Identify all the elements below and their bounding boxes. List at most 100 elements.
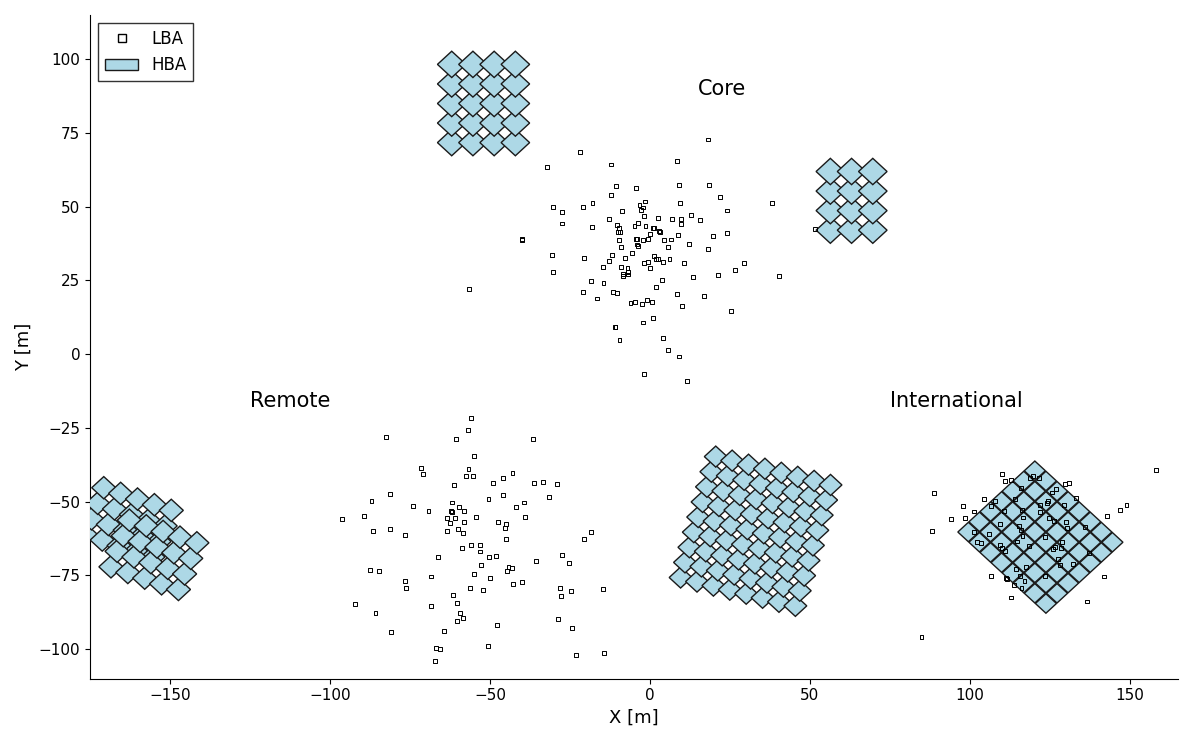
Point (997, 573, 1016, 585)
Polygon shape (1002, 542, 1024, 562)
Point (575, 533, 594, 545)
Polygon shape (798, 485, 821, 507)
Point (629, 240, 648, 252)
Polygon shape (1036, 512, 1057, 531)
Polygon shape (1057, 512, 1078, 531)
Point (447, 597, 466, 609)
Polygon shape (837, 158, 866, 185)
Point (1043, 543, 1062, 555)
Polygon shape (790, 516, 812, 536)
Point (445, 512, 464, 524)
Point (412, 462, 431, 474)
Polygon shape (761, 493, 784, 513)
Point (583, 197, 602, 209)
Polygon shape (703, 510, 727, 531)
Polygon shape (159, 499, 184, 522)
Point (513, 234, 532, 246)
Point (1038, 497, 1057, 509)
Point (426, 643, 445, 654)
Point (613, 270, 632, 282)
Point (644, 222, 663, 234)
Point (650, 226, 669, 238)
Point (672, 218, 691, 230)
Point (451, 607, 470, 619)
Point (626, 182, 645, 194)
Polygon shape (458, 110, 487, 137)
Polygon shape (749, 473, 772, 494)
Polygon shape (119, 504, 143, 526)
Point (670, 197, 690, 209)
Point (606, 321, 625, 332)
Point (455, 516, 474, 528)
Polygon shape (173, 562, 197, 585)
Point (684, 272, 703, 283)
Point (626, 296, 645, 308)
Point (606, 321, 625, 332)
Point (993, 468, 1012, 480)
Point (495, 522, 514, 533)
Point (635, 368, 654, 380)
Point (543, 249, 562, 261)
Polygon shape (458, 70, 487, 97)
Polygon shape (780, 546, 804, 567)
Polygon shape (687, 507, 710, 528)
Polygon shape (97, 513, 120, 536)
Point (1001, 474, 1020, 486)
Point (581, 526, 600, 538)
Polygon shape (1046, 563, 1068, 582)
Polygon shape (696, 476, 718, 497)
Point (377, 431, 396, 443)
Polygon shape (480, 129, 508, 156)
Point (1046, 541, 1065, 553)
Point (722, 305, 741, 317)
Point (636, 220, 655, 232)
Point (466, 511, 486, 523)
Polygon shape (1013, 553, 1034, 572)
Polygon shape (153, 515, 178, 537)
Polygon shape (480, 51, 508, 77)
Polygon shape (806, 519, 829, 541)
Point (551, 590, 570, 602)
Polygon shape (162, 542, 186, 564)
Point (643, 295, 662, 307)
Point (525, 477, 544, 489)
Polygon shape (1013, 492, 1034, 511)
Polygon shape (1013, 471, 1034, 490)
Point (453, 528, 472, 539)
Polygon shape (786, 466, 809, 487)
Point (1052, 536, 1071, 548)
Point (496, 518, 515, 530)
Point (661, 234, 680, 246)
Point (539, 491, 558, 503)
Polygon shape (837, 217, 866, 243)
Point (478, 640, 497, 651)
Point (360, 565, 379, 577)
Point (464, 470, 483, 482)
Point (443, 506, 462, 518)
Polygon shape (438, 51, 466, 77)
Point (698, 243, 717, 255)
Point (610, 334, 629, 346)
Polygon shape (166, 578, 191, 600)
Point (499, 561, 518, 573)
Point (361, 495, 381, 507)
Polygon shape (816, 158, 845, 185)
Polygon shape (700, 462, 723, 482)
Point (607, 287, 626, 299)
Point (1007, 563, 1026, 575)
Point (602, 249, 622, 261)
Polygon shape (752, 587, 774, 608)
Polygon shape (168, 526, 192, 548)
Point (483, 477, 502, 489)
Polygon shape (837, 197, 866, 224)
Polygon shape (105, 540, 129, 562)
Polygon shape (1036, 471, 1057, 490)
Point (381, 488, 400, 500)
Point (1043, 487, 1062, 499)
Polygon shape (810, 505, 833, 525)
Polygon shape (116, 562, 140, 584)
Point (633, 202, 653, 214)
Polygon shape (130, 525, 154, 547)
Polygon shape (132, 567, 156, 589)
Point (431, 643, 450, 655)
